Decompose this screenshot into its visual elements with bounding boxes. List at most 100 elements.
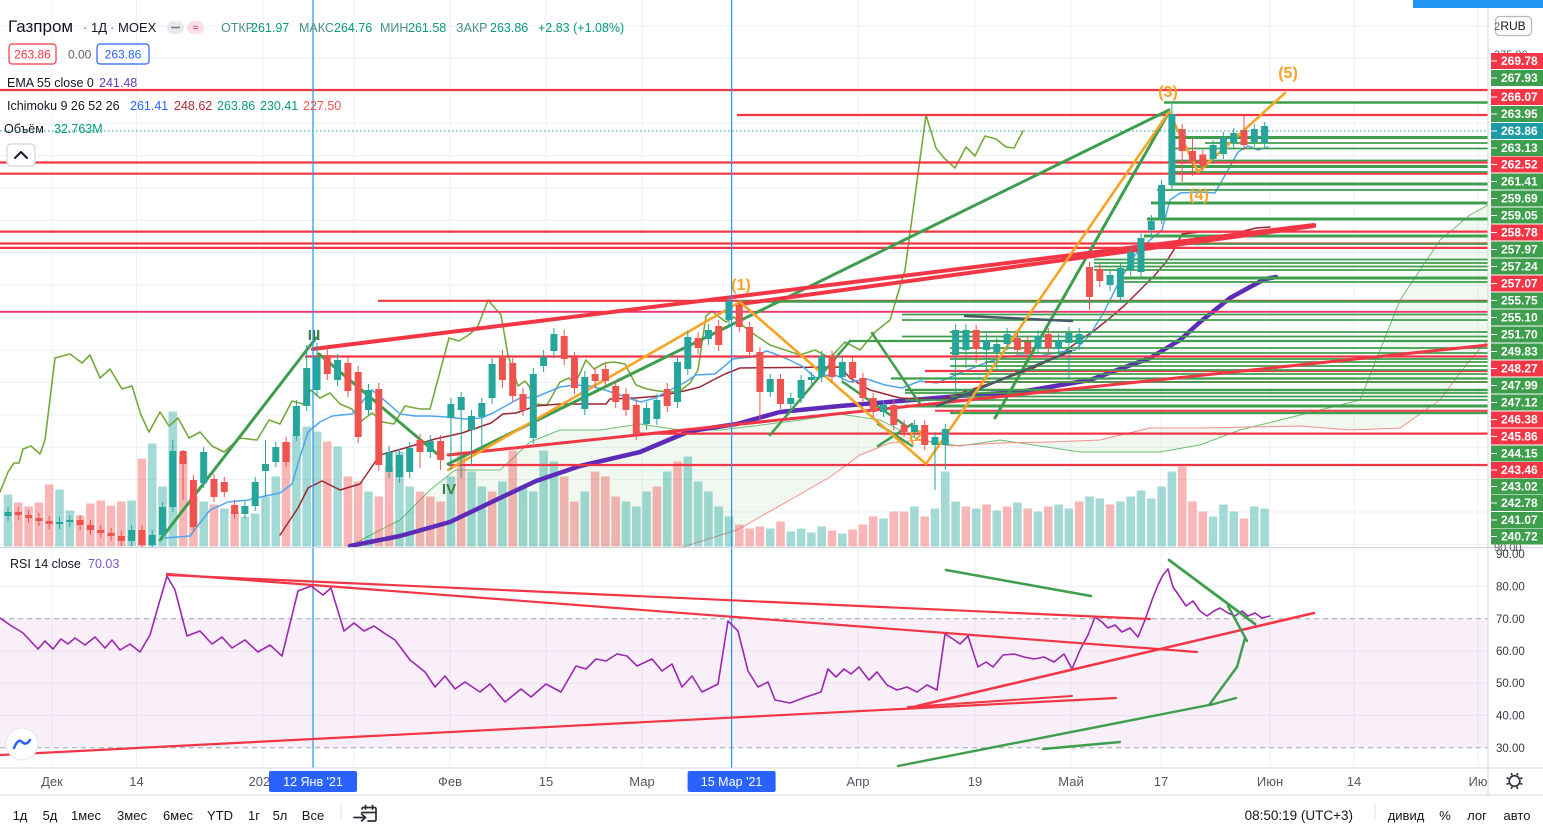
svg-text:32.763M: 32.763M [54, 122, 103, 136]
svg-text:6мес: 6мес [163, 808, 193, 823]
svg-text:(1): (1) [731, 277, 751, 294]
svg-text:·: · [83, 20, 87, 35]
svg-text:259.69: 259.69 [1501, 192, 1538, 206]
svg-text:МИН: МИН [380, 21, 408, 35]
svg-text:261.97: 261.97 [251, 21, 289, 35]
svg-text:263.86: 263.86 [217, 99, 255, 113]
svg-text:·: · [110, 20, 114, 35]
svg-text:249.83: 249.83 [1501, 345, 1538, 359]
svg-text:(4): (4) [1189, 187, 1209, 204]
svg-text:257.24: 257.24 [1501, 260, 1538, 274]
svg-text:лог: лог [1467, 808, 1487, 823]
svg-text:244.15: 244.15 [1501, 447, 1538, 461]
svg-text:255.10: 255.10 [1501, 311, 1538, 325]
svg-text:246.38: 246.38 [1501, 413, 1538, 427]
svg-text:261.41: 261.41 [130, 99, 168, 113]
svg-text:80.00: 80.00 [1496, 582, 1525, 594]
svg-text:264.76: 264.76 [334, 21, 372, 35]
svg-text:5л: 5л [273, 808, 288, 823]
svg-text:1д: 1д [13, 808, 28, 823]
svg-text:III: III [308, 327, 321, 344]
svg-text:241.07: 241.07 [1501, 513, 1538, 527]
svg-text:247.99: 247.99 [1501, 379, 1538, 393]
svg-text:12 Янв '21: 12 Янв '21 [283, 775, 343, 789]
svg-text:RSI 14 close: RSI 14 close [10, 557, 81, 571]
svg-text:227.50: 227.50 [303, 99, 341, 113]
svg-text:30.00: 30.00 [1496, 743, 1525, 755]
svg-text:5д: 5д [43, 808, 58, 823]
svg-text:Фев: Фев [438, 774, 462, 789]
svg-text:EMA 55 close 0: EMA 55 close 0 [7, 76, 94, 90]
svg-text:3мес: 3мес [117, 808, 147, 823]
svg-text:МАКС: МАКС [299, 21, 334, 35]
svg-text:Дек: Дек [41, 774, 63, 789]
svg-text:1г: 1г [248, 808, 260, 823]
svg-text:40.00: 40.00 [1496, 710, 1525, 722]
svg-text:247.12: 247.12 [1501, 396, 1538, 410]
svg-text:90.00: 90.00 [1496, 549, 1525, 561]
svg-text:1Д: 1Д [91, 20, 107, 35]
svg-text:17: 17 [1154, 774, 1168, 789]
svg-text:263.13: 263.13 [1501, 141, 1538, 155]
svg-text:Июн: Июн [1257, 774, 1283, 789]
svg-text:251.70: 251.70 [1501, 328, 1538, 342]
svg-text:258.78: 258.78 [1501, 226, 1538, 240]
svg-text:263.86: 263.86 [1501, 124, 1538, 138]
svg-text:(5): (5) [1278, 65, 1298, 82]
svg-text:Мар: Мар [629, 774, 654, 789]
svg-text:255.75: 255.75 [1501, 294, 1538, 308]
svg-text:авто: авто [1504, 808, 1531, 823]
svg-text:263.86: 263.86 [105, 48, 142, 62]
svg-text:15: 15 [539, 774, 553, 789]
svg-text:MOEX: MOEX [118, 20, 157, 35]
svg-text:дивид: дивид [1388, 808, 1425, 823]
svg-text:Ichimoku 9 26 52 26: Ichimoku 9 26 52 26 [7, 99, 120, 113]
svg-text:15 Мар '21: 15 Мар '21 [701, 775, 763, 789]
svg-text:0.00: 0.00 [68, 48, 92, 62]
svg-text:YTD: YTD [207, 808, 233, 823]
svg-text:Май: Май [1058, 774, 1083, 789]
svg-text:Газпром: Газпром [8, 17, 73, 36]
svg-text:60.00: 60.00 [1496, 646, 1525, 658]
svg-text:230.41: 230.41 [260, 99, 298, 113]
svg-text:267.93: 267.93 [1501, 71, 1538, 85]
svg-text:Объём: Объём [4, 122, 44, 136]
svg-text:1мес: 1мес [71, 808, 101, 823]
svg-text:08:50:19 (UTC+3): 08:50:19 (UTC+3) [1245, 808, 1353, 823]
svg-text:269.78: 269.78 [1501, 54, 1538, 68]
svg-text:261.58: 261.58 [408, 21, 446, 35]
svg-text:248.62: 248.62 [174, 99, 212, 113]
svg-text:248.27: 248.27 [1501, 362, 1538, 376]
svg-text:257.07: 257.07 [1501, 277, 1538, 291]
svg-text:Ию: Ию [1468, 774, 1487, 789]
svg-text:266.07: 266.07 [1501, 90, 1538, 104]
svg-text:14: 14 [129, 774, 143, 789]
svg-text:(3): (3) [1158, 84, 1178, 101]
svg-text:Апр: Апр [847, 774, 870, 789]
svg-text:263.95: 263.95 [1501, 107, 1538, 121]
svg-text:≈: ≈ [192, 22, 198, 34]
svg-text:ОТКР: ОТКР [221, 21, 254, 35]
svg-text:242.78: 242.78 [1501, 496, 1538, 510]
svg-text:90.00: 90.00 [1494, 542, 1522, 554]
svg-text:Все: Все [302, 808, 324, 823]
svg-text:IV: IV [442, 481, 456, 498]
svg-text:+2.83 (+1.08%): +2.83 (+1.08%) [538, 21, 624, 35]
svg-text:263.86: 263.86 [490, 21, 528, 35]
svg-text:70.00: 70.00 [1496, 614, 1525, 626]
svg-text:14: 14 [1347, 774, 1361, 789]
svg-text:RUB: RUB [1500, 19, 1525, 33]
svg-text:ЗАКР: ЗАКР [456, 21, 488, 35]
svg-text:243.46: 243.46 [1501, 463, 1538, 477]
svg-text:240.72: 240.72 [1501, 530, 1538, 544]
svg-text:257.97: 257.97 [1501, 243, 1538, 257]
svg-text:259.05: 259.05 [1501, 209, 1538, 223]
svg-text:19: 19 [968, 774, 982, 789]
svg-text:2: 2 [1494, 21, 1500, 33]
svg-text:245.86: 245.86 [1501, 430, 1538, 444]
svg-text:263.86: 263.86 [14, 48, 51, 62]
svg-text:261.41: 261.41 [1501, 175, 1538, 189]
svg-text:70.03: 70.03 [88, 557, 119, 571]
svg-text:50.00: 50.00 [1496, 678, 1525, 690]
svg-text:243.02: 243.02 [1501, 480, 1538, 494]
